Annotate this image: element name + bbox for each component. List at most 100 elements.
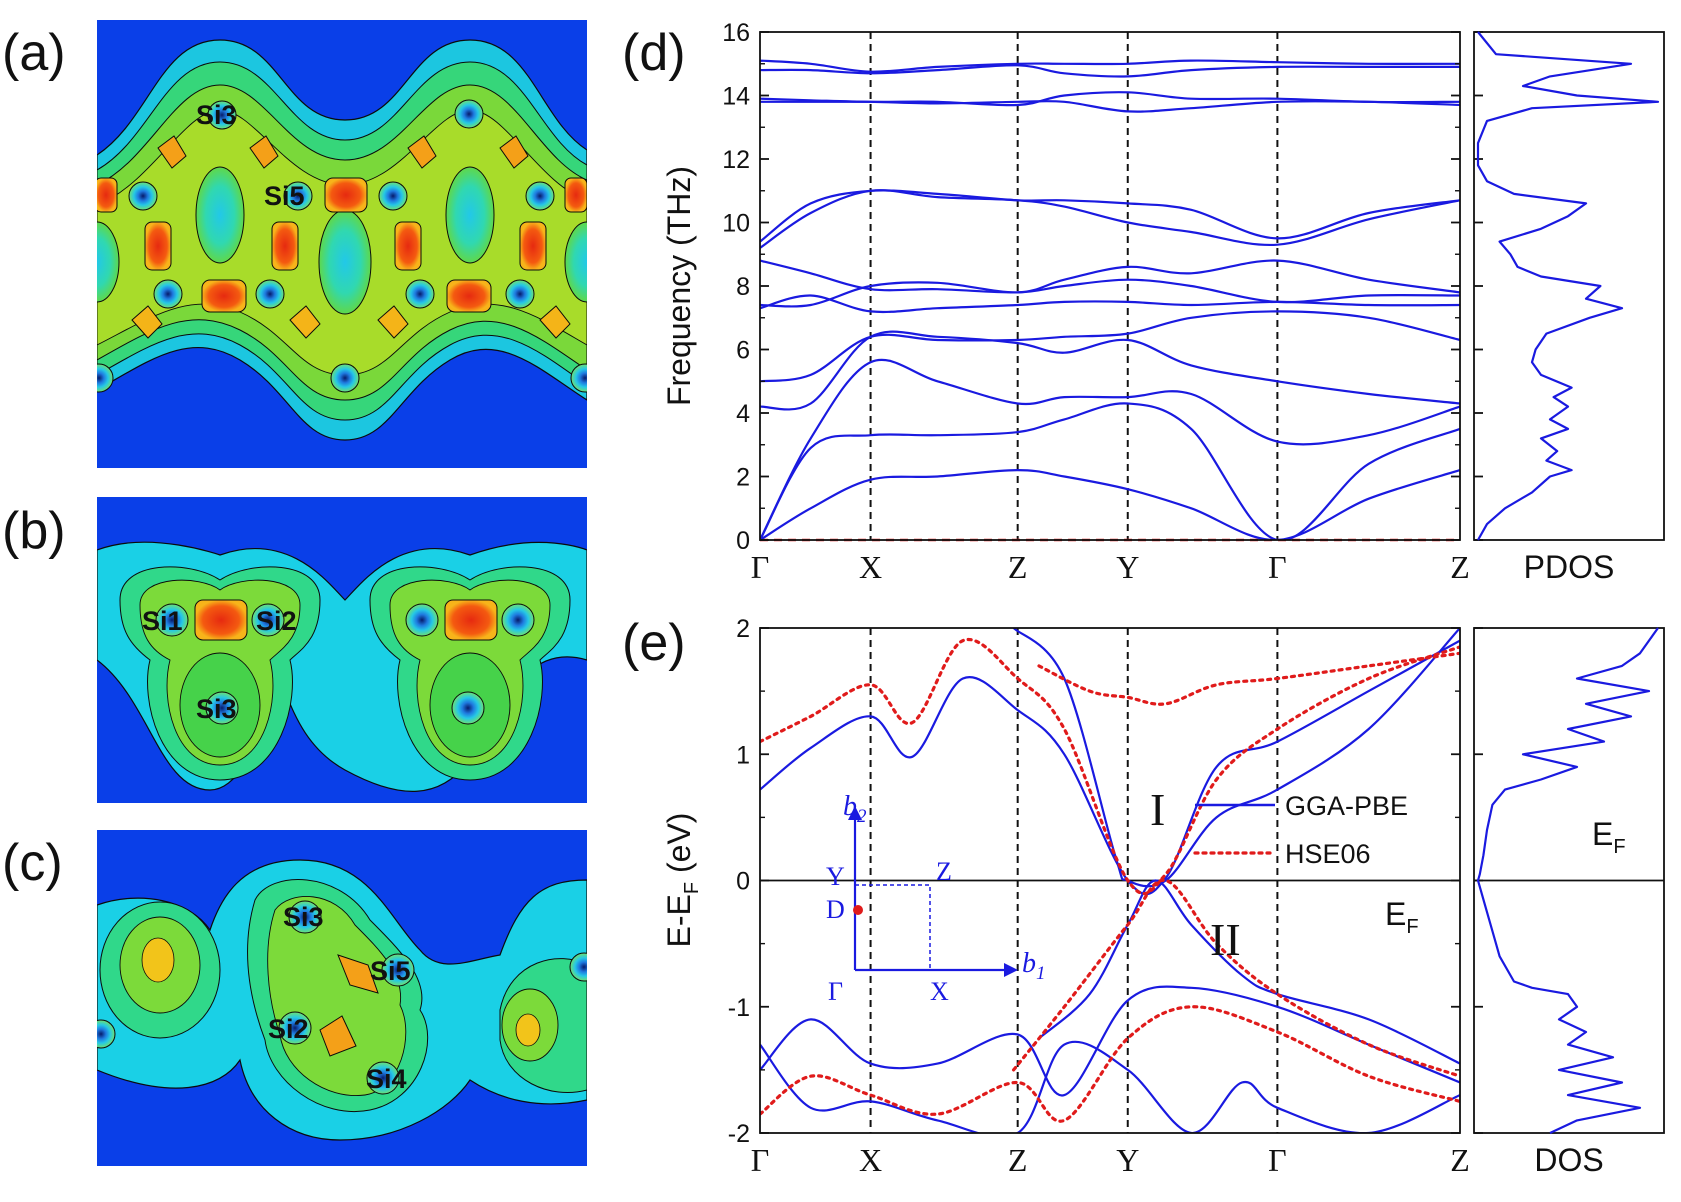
b1-label-main: b [1022,948,1036,979]
kpoint-label: X [859,1142,882,1178]
plot-frame [759,31,1461,541]
dos-fermi-label-sub: F [1613,836,1625,858]
y-label-unit: (eV) [661,813,697,882]
band-line-6 [760,259,1460,308]
bz-boundary [855,884,931,970]
b2-label-main: b [843,791,857,822]
y-axis-label: E-EF (eV) [661,813,703,948]
band-line-9 [760,189,1460,243]
kpoint-label: Γ [1268,549,1287,585]
band-line-8 [760,189,1460,249]
b1-label: b1 [1022,948,1046,984]
dos-fermi-label: EF [1592,816,1626,858]
band-line-2 [1038,879,1460,1065]
band-line-4 [760,1040,1460,1133]
elf-map-b: Si1 Si2 Si3 [97,497,587,803]
y-tick-label: 14 [722,83,750,111]
atom-label-b-si1: Si1 [142,606,183,636]
band-line-1 [760,402,1460,540]
band-line-5 [760,637,1460,895]
kpoint-label: Z [1008,1142,1028,1178]
band-line-3 [760,985,1460,1097]
kpoint-label: Z [1450,1142,1470,1178]
phonon-band-chart: 0 2 4 6 8 10 12 14 16 Γ X Z Y Γ Z PDOS Frequency (THz) [661,19,1665,585]
y-tick-label: 10 [722,210,750,238]
atom-label-b-si2: Si2 [256,606,297,636]
bz-point-label: Z [936,857,952,886]
bz-point-label: D [826,895,845,924]
atom-label-c-si3: Si3 [283,902,324,932]
band-series [760,628,1460,1133]
y-tick-label: -1 [728,994,750,1022]
b2-label: b2 [843,791,867,827]
legend-label-hse: HSE06 [1285,839,1371,869]
dirac-point-marker [853,905,863,915]
band-line-1 [1012,628,1460,888]
y-tick-label: 12 [722,146,750,174]
band-line-0 [760,639,1460,896]
region-label-ii: II [1210,914,1241,965]
panel-label-d: (d) [622,24,686,82]
band-line-8 [760,1005,1460,1123]
panel-label-e: (e) [622,614,686,672]
atom-label-a-si3: Si3 [196,100,237,130]
bz-point-label: X [930,977,949,1006]
pdos-xlabel: PDOS [1524,549,1615,585]
y-axis-label: Frequency (THz) [661,166,697,406]
y-tick-label: 4 [736,400,750,428]
dos-curve [1476,627,1659,1134]
band-line-2 [760,358,1460,540]
kpoint-label: Y [1116,549,1139,585]
atom-label-c-si5: Si5 [370,956,411,986]
atom-label-b-si3: Si3 [196,694,237,724]
b2-arrow-icon [848,806,862,820]
pdos-frame [1473,31,1665,541]
y-label-main: E-E [661,894,697,947]
y-tick-label: -2 [728,1120,750,1148]
y-tick-label: 0 [736,868,750,896]
fermi-label-sub: F [1406,916,1418,938]
dos-xlabel: DOS [1534,1142,1603,1178]
y-tick-label: 2 [736,615,750,643]
b1-arrow-icon [1004,963,1018,977]
b2-label-sub: 2 [857,806,867,827]
elf-map-a: Si3 Si5 [97,20,587,468]
band-line-5 [760,294,1460,314]
band-line-3 [760,330,1460,411]
y-label-sub: F [681,882,703,894]
atom-label-c-si4: Si4 [366,1064,407,1094]
band-line-7 [1012,878,1460,1078]
y-tick-label: 0 [736,527,750,555]
dos-fermi-label-main: E [1592,816,1613,852]
band-line-12 [760,64,1460,78]
b1-label-sub: 1 [1036,963,1046,984]
atom-label-a-si5: Si5 [264,181,305,211]
band-line-7 [760,259,1460,304]
band-line-13 [760,59,1460,73]
panel-label-c: (c) [2,834,63,892]
band-line-6 [1037,651,1460,706]
legend-label-gga: GGA-PBE [1285,791,1408,821]
panel-label-b: (b) [2,502,66,560]
atom-label-c-si2: Si2 [268,1014,309,1044]
kpoint-label: Γ [751,549,770,585]
kpoint-label: Z [1008,549,1028,585]
kpoint-label: Γ [751,1142,770,1178]
pdos-curve [1476,31,1660,541]
bz-point-label: Y [826,862,845,891]
fermi-label: EF [1385,896,1419,938]
y-tick-label: 16 [722,19,750,47]
y-tick-label: 8 [736,273,750,301]
y-tick-label: 2 [736,464,750,492]
kpoint-label: X [859,549,882,585]
band-line-11 [760,91,1460,107]
y-tick-label: 6 [736,337,750,365]
band-series [760,59,1460,540]
band-line-0 [760,468,1460,540]
bz-point-label: Γ [828,977,843,1006]
kpoint-label: Γ [1268,1142,1287,1178]
y-tick-label: 1 [736,741,750,769]
